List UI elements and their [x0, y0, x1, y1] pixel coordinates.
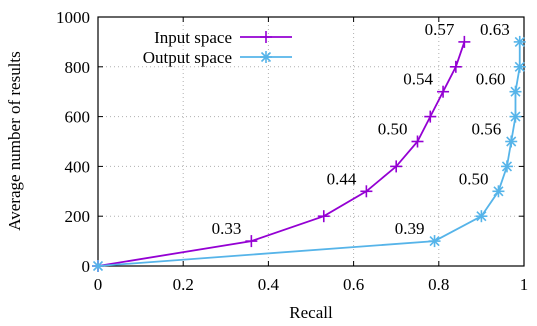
data-point [428, 235, 441, 248]
data-point [390, 160, 403, 173]
series-line [97, 41, 521, 267]
data-point [505, 135, 518, 148]
series-line [97, 41, 466, 267]
data-point [458, 35, 471, 48]
data-label: 0.50 [378, 120, 408, 139]
data-label: 0.39 [395, 219, 425, 238]
x-tick-label: 0.4 [258, 275, 280, 294]
data-label: 0.33 [212, 219, 242, 238]
data-point [424, 110, 437, 123]
x-axis-label: Recall [289, 303, 333, 322]
legend-label: Input space [154, 28, 232, 47]
data-label: 0.44 [327, 169, 357, 188]
data-label: 0.50 [459, 169, 489, 188]
data-point [437, 85, 450, 98]
data-label: 0.56 [471, 120, 501, 139]
plot-frame [97, 16, 525, 267]
data-point [509, 85, 522, 98]
data-label: 0.54 [403, 70, 433, 89]
data-point [513, 35, 526, 48]
series-output-space [92, 35, 526, 272]
legend-label: Output space [143, 48, 232, 67]
data-point [475, 210, 488, 223]
x-tick-label: 0.6 [343, 275, 364, 294]
data-point [317, 210, 330, 223]
data-point [92, 260, 104, 272]
data-point [360, 185, 373, 198]
y-tick-label: 0 [82, 257, 91, 276]
data-point [449, 60, 462, 73]
data-point [500, 160, 513, 173]
data-point [492, 185, 505, 198]
legend-marker [260, 31, 272, 43]
series [92, 35, 526, 272]
data-point [245, 235, 258, 248]
y-tick-label: 800 [65, 58, 91, 77]
y-axis-label: Average number of results [5, 51, 24, 231]
y-tick-label: 600 [65, 108, 91, 127]
grid [98, 17, 524, 266]
legend-marker [260, 51, 272, 63]
x-tick-label: 0.8 [428, 275, 449, 294]
data-point [509, 110, 522, 123]
data-label: 0.57 [425, 20, 455, 39]
y-tick-label: 200 [65, 207, 91, 226]
axis-ticks: 0 0.2 0.4 0.6 0.8 1 0 200 400 600 800 1000 [56, 8, 528, 294]
annotations: 0.33 0.44 0.50 0.54 0.57 0.39 0.50 0.56 0.60 0.63 [212, 20, 510, 238]
y-tick-label: 1000 [56, 8, 90, 27]
legend-item: Input space [154, 28, 292, 47]
data-label: 0.60 [476, 70, 506, 89]
data-point [411, 135, 424, 148]
x-tick-label: 0.2 [173, 275, 194, 294]
x-tick-label: 1 [520, 275, 529, 294]
x-tick-label: 0 [94, 275, 103, 294]
data-label: 0.63 [480, 20, 510, 39]
data-point [513, 60, 526, 73]
legend-item: Output space [143, 48, 292, 67]
y-tick-label: 400 [65, 157, 91, 176]
